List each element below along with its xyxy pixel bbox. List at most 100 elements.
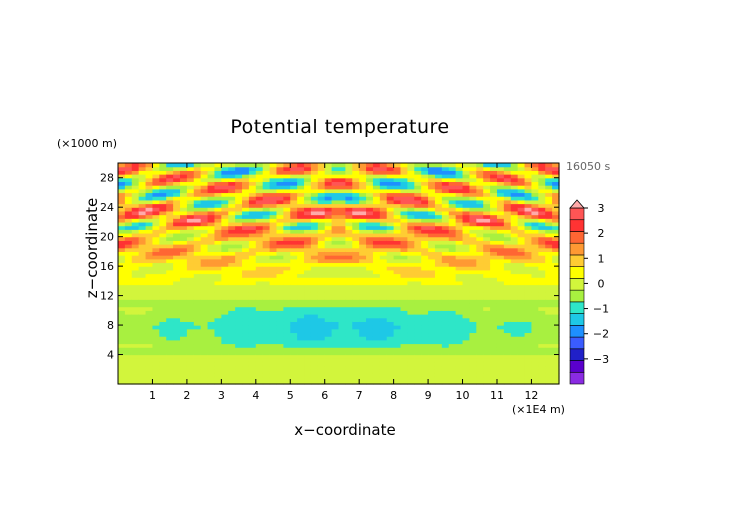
heatmap-cell xyxy=(455,188,464,194)
heatmap-cell xyxy=(428,240,436,245)
heatmap-cell xyxy=(269,174,278,179)
heatmap-cell xyxy=(428,188,436,194)
heatmap-cell xyxy=(159,185,167,190)
heatmap-cell xyxy=(186,350,195,356)
heatmap-cell xyxy=(173,166,181,171)
heatmap-cell xyxy=(214,166,222,171)
heatmap-cell xyxy=(345,188,353,194)
heatmap-cell xyxy=(400,199,409,205)
heatmap-cell xyxy=(400,273,409,278)
heatmap-cell xyxy=(386,299,395,304)
heatmap-cell xyxy=(483,244,491,249)
heatmap-cell xyxy=(538,214,546,219)
heatmap-cell xyxy=(166,354,174,359)
heatmap-cell xyxy=(248,210,257,216)
heatmap-cell xyxy=(276,236,284,241)
heatmap-cell xyxy=(448,244,457,249)
heatmap-cell xyxy=(331,321,340,326)
heatmap-cell xyxy=(152,232,160,238)
heatmap-cell xyxy=(359,317,367,322)
heatmap-cell xyxy=(283,295,291,300)
x-tick-label: 2 xyxy=(183,389,190,402)
heatmap-cell xyxy=(331,291,340,297)
heatmap-cell xyxy=(324,266,333,271)
heatmap-cell xyxy=(173,247,181,252)
heatmap-cell xyxy=(152,251,160,256)
heatmap-cell xyxy=(145,199,154,205)
heatmap-cell xyxy=(193,343,202,348)
heatmap-cell xyxy=(372,170,381,175)
heatmap-cell xyxy=(455,291,464,297)
heatmap-cell xyxy=(476,288,484,293)
heatmap-cell xyxy=(290,218,298,223)
heatmap-cell xyxy=(400,240,409,245)
heatmap-cell xyxy=(338,221,346,227)
heatmap-cell xyxy=(545,302,553,308)
heatmap-cell xyxy=(138,328,147,334)
heatmap-cell xyxy=(386,273,395,278)
heatmap-cell xyxy=(476,299,484,304)
heatmap-cell xyxy=(386,192,395,197)
heatmap-cell xyxy=(159,163,167,168)
heatmap-cell xyxy=(242,221,250,227)
x-tick-label: 4 xyxy=(252,389,259,402)
heatmap-cell xyxy=(324,317,333,322)
heatmap-cell xyxy=(138,288,147,293)
heatmap-cell xyxy=(283,177,291,183)
heatmap-cell xyxy=(145,273,154,278)
heatmap-cell xyxy=(552,376,560,381)
heatmap-cell xyxy=(372,372,381,378)
heatmap-cell xyxy=(483,258,491,264)
heatmap-cell xyxy=(131,174,140,179)
heatmap-cell xyxy=(483,288,491,293)
heatmap-cell xyxy=(200,288,209,293)
heatmap-cell xyxy=(393,277,402,282)
heatmap-cell xyxy=(414,295,422,300)
heatmap-cell xyxy=(414,251,422,256)
heatmap-cell xyxy=(524,240,533,245)
heatmap-cell xyxy=(490,210,498,216)
heatmap-cell xyxy=(469,277,477,282)
heatmap-cell xyxy=(207,291,216,297)
heatmap-cell xyxy=(118,325,126,330)
heatmap-cell xyxy=(441,380,450,385)
heatmap-cell xyxy=(131,325,140,330)
heatmap-cell xyxy=(242,166,250,171)
heatmap-cell xyxy=(517,347,526,352)
heatmap-cell xyxy=(483,372,491,378)
heatmap-cell xyxy=(248,192,257,197)
heatmap-cell xyxy=(428,343,436,348)
heatmap-cell xyxy=(483,321,491,326)
heatmap-cell xyxy=(372,177,381,183)
heatmap-cell xyxy=(428,302,436,308)
heatmap-cell xyxy=(242,302,250,308)
heatmap-cell xyxy=(331,277,340,282)
heatmap-cell xyxy=(283,210,291,216)
heatmap-cell xyxy=(310,380,319,385)
heatmap-cell xyxy=(352,306,360,311)
heatmap-cell xyxy=(545,306,553,311)
heatmap-cell xyxy=(290,192,298,197)
heatmap-cell xyxy=(421,174,429,179)
heatmap-cell xyxy=(338,166,346,171)
heatmap-cell xyxy=(186,214,195,219)
heatmap-cell xyxy=(414,221,422,227)
heatmap-cell xyxy=(145,372,154,378)
heatmap-cell xyxy=(538,299,546,304)
heatmap-cell xyxy=(283,240,291,245)
heatmap-cell xyxy=(214,372,222,378)
heatmap-cell xyxy=(490,207,498,212)
heatmap-cell xyxy=(235,210,243,216)
heatmap-cell xyxy=(262,192,271,197)
heatmap-cell xyxy=(359,284,367,289)
heatmap-cell xyxy=(428,210,436,216)
heatmap-cell xyxy=(200,262,209,267)
heatmap-cell xyxy=(496,299,505,304)
heatmap-cell xyxy=(517,255,526,260)
heatmap-cell xyxy=(386,339,395,345)
heatmap-cell xyxy=(180,273,188,278)
heatmap-cell xyxy=(421,325,429,330)
heatmap-cell xyxy=(145,369,154,374)
heatmap-cell xyxy=(462,210,471,216)
heatmap-cell xyxy=(448,273,457,278)
